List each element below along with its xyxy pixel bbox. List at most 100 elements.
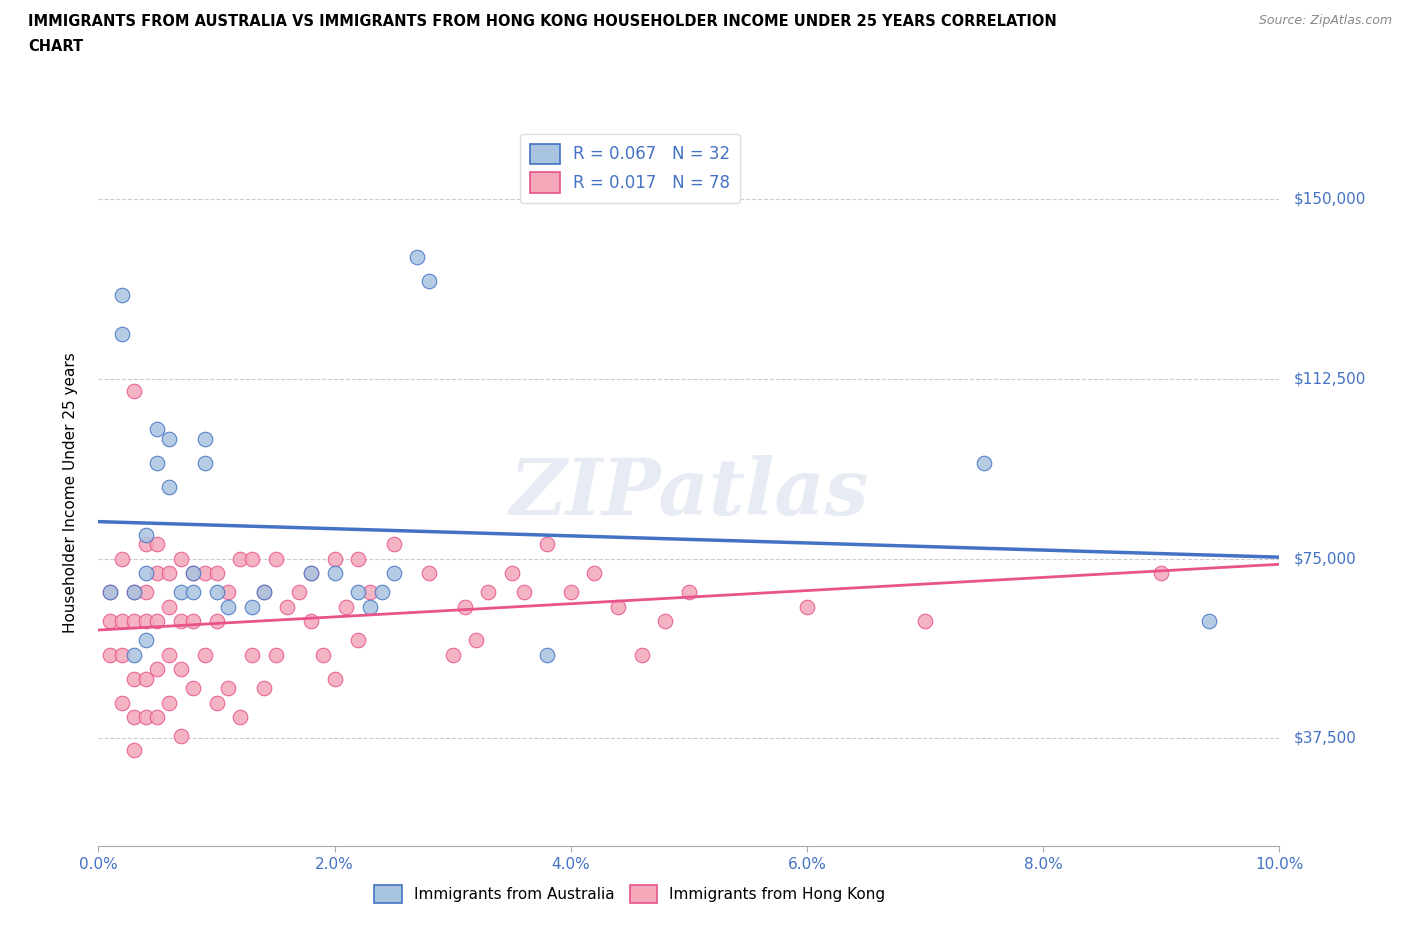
Text: ZIPatlas: ZIPatlas xyxy=(509,455,869,531)
Point xyxy=(98,647,121,662)
Point xyxy=(135,527,157,542)
Point xyxy=(253,681,276,696)
Point xyxy=(194,647,217,662)
Point xyxy=(607,599,630,614)
Point xyxy=(276,599,298,614)
Point xyxy=(181,565,204,580)
Point xyxy=(157,599,180,614)
Point xyxy=(253,585,276,600)
Point xyxy=(111,647,134,662)
Point xyxy=(1198,614,1220,629)
Point xyxy=(299,614,322,629)
Point xyxy=(111,695,134,710)
Point xyxy=(170,614,193,629)
Point xyxy=(914,614,936,629)
Point xyxy=(135,710,157,724)
Point xyxy=(240,647,263,662)
Point xyxy=(406,249,429,264)
Point xyxy=(122,614,145,629)
Text: CHART: CHART xyxy=(28,39,83,54)
Point xyxy=(111,551,134,566)
Point xyxy=(157,647,180,662)
Point xyxy=(111,287,134,302)
Point xyxy=(170,551,193,566)
Point xyxy=(382,565,405,580)
Point xyxy=(536,537,558,551)
Point xyxy=(111,614,134,629)
Point xyxy=(146,537,169,551)
Point xyxy=(181,681,204,696)
Point xyxy=(347,632,370,647)
Point xyxy=(347,585,370,600)
Point xyxy=(240,551,263,566)
Point xyxy=(264,551,287,566)
Point xyxy=(229,710,252,724)
Text: IMMIGRANTS FROM AUSTRALIA VS IMMIGRANTS FROM HONG KONG HOUSEHOLDER INCOME UNDER : IMMIGRANTS FROM AUSTRALIA VS IMMIGRANTS … xyxy=(28,14,1057,29)
Text: Source: ZipAtlas.com: Source: ZipAtlas.com xyxy=(1258,14,1392,27)
Point xyxy=(264,647,287,662)
Point xyxy=(98,585,121,600)
Point xyxy=(146,565,169,580)
Point xyxy=(441,647,464,662)
Legend: Immigrants from Australia, Immigrants from Hong Kong: Immigrants from Australia, Immigrants fr… xyxy=(368,879,891,910)
Point xyxy=(323,565,346,580)
Point xyxy=(181,585,204,600)
Point xyxy=(240,599,263,614)
Point xyxy=(973,456,995,471)
Point xyxy=(157,432,180,446)
Point xyxy=(122,743,145,758)
Point xyxy=(418,565,440,580)
Point xyxy=(477,585,499,600)
Point xyxy=(323,551,346,566)
Point xyxy=(512,585,534,600)
Point xyxy=(98,614,121,629)
Point xyxy=(146,661,169,676)
Point xyxy=(501,565,523,580)
Text: $150,000: $150,000 xyxy=(1294,192,1365,206)
Point xyxy=(205,565,228,580)
Point xyxy=(560,585,582,600)
Point xyxy=(323,671,346,686)
Point xyxy=(181,614,204,629)
Point xyxy=(465,632,488,647)
Point xyxy=(135,614,157,629)
Point xyxy=(135,671,157,686)
Point xyxy=(122,647,145,662)
Point xyxy=(170,585,193,600)
Point xyxy=(312,647,335,662)
Point xyxy=(146,456,169,471)
Point xyxy=(217,599,239,614)
Point xyxy=(146,422,169,437)
Point xyxy=(583,565,606,580)
Point xyxy=(299,565,322,580)
Text: $75,000: $75,000 xyxy=(1294,551,1357,566)
Point xyxy=(253,585,276,600)
Point xyxy=(654,614,676,629)
Point xyxy=(371,585,394,600)
Point xyxy=(111,326,134,341)
Point xyxy=(796,599,818,614)
Point xyxy=(146,710,169,724)
Point xyxy=(453,599,475,614)
Point xyxy=(217,681,239,696)
Point xyxy=(359,599,381,614)
Point xyxy=(288,585,311,600)
Text: $112,500: $112,500 xyxy=(1294,372,1365,387)
Point xyxy=(157,565,180,580)
Y-axis label: Householder Income Under 25 years: Householder Income Under 25 years xyxy=(63,352,77,633)
Point xyxy=(157,695,180,710)
Point xyxy=(170,661,193,676)
Point xyxy=(630,647,652,662)
Point xyxy=(194,565,217,580)
Point xyxy=(157,480,180,495)
Text: $37,500: $37,500 xyxy=(1294,731,1357,746)
Point xyxy=(122,585,145,600)
Point xyxy=(135,565,157,580)
Point xyxy=(146,614,169,629)
Point xyxy=(170,728,193,743)
Point xyxy=(135,632,157,647)
Point xyxy=(359,585,381,600)
Point xyxy=(382,537,405,551)
Point xyxy=(299,565,322,580)
Point xyxy=(217,585,239,600)
